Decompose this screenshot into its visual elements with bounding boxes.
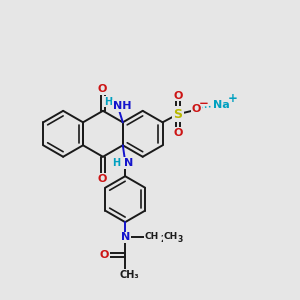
Text: +: +	[228, 92, 238, 105]
Text: 3: 3	[178, 235, 183, 244]
Text: CH: CH	[145, 232, 159, 242]
Text: O: O	[98, 84, 107, 94]
Text: N: N	[124, 158, 133, 168]
Text: Na: Na	[213, 100, 230, 110]
Text: H: H	[105, 97, 113, 107]
Text: CH: CH	[163, 232, 177, 242]
Text: O: O	[173, 128, 183, 138]
Text: −: −	[199, 97, 209, 110]
Text: O: O	[98, 174, 107, 184]
Text: N: N	[121, 232, 130, 242]
Text: 2: 2	[160, 235, 165, 244]
Text: O: O	[173, 91, 183, 100]
Text: O: O	[100, 250, 109, 260]
Text: CH₃: CH₃	[119, 270, 139, 280]
Text: S: S	[173, 108, 182, 121]
Text: H: H	[112, 158, 120, 168]
Text: NH: NH	[113, 101, 131, 111]
Text: O: O	[191, 104, 201, 114]
